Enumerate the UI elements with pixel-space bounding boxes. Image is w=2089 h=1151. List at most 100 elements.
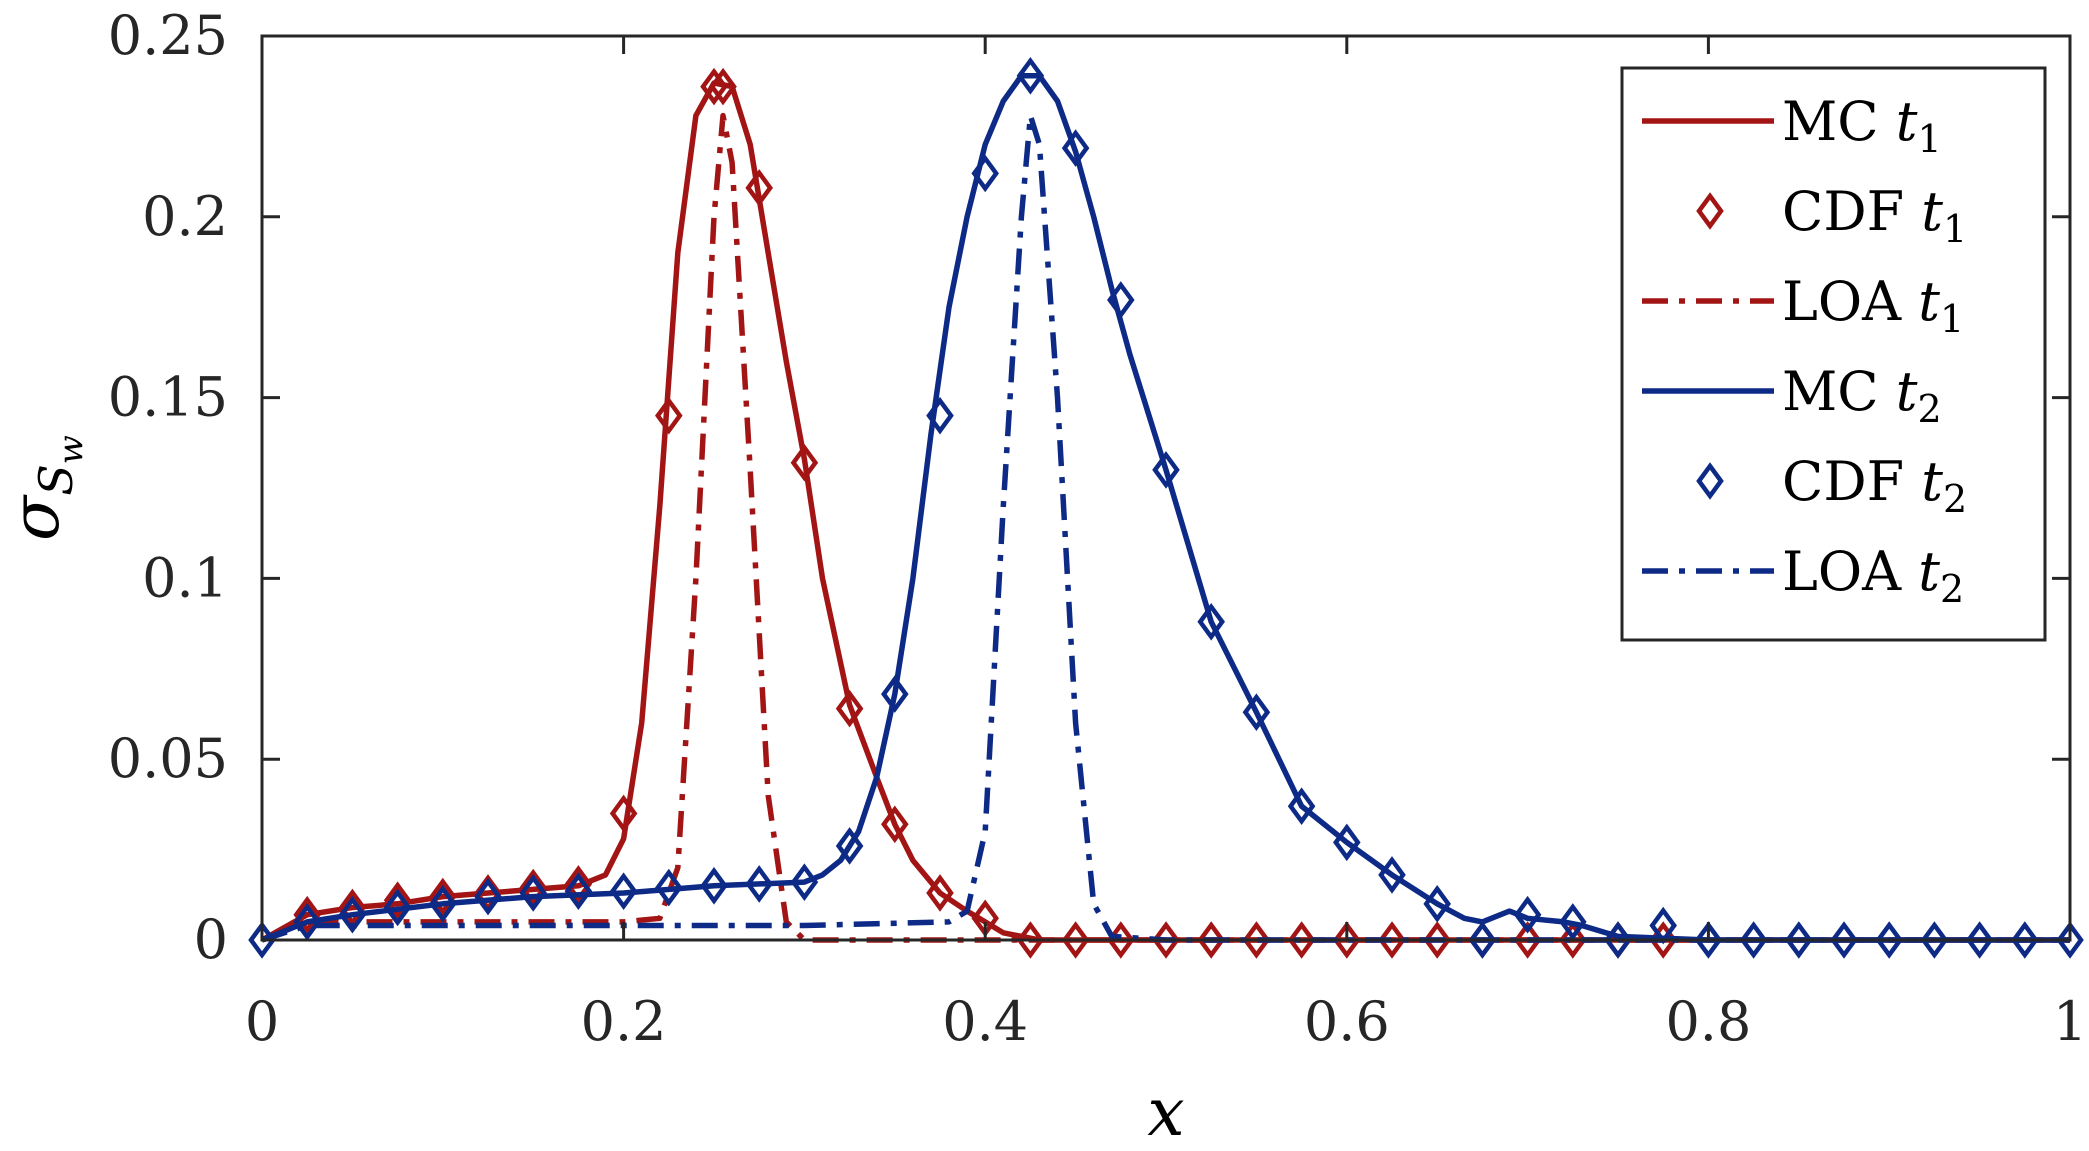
data-point-marker (1559, 903, 1587, 941)
y-tick-label: 0 (194, 908, 228, 971)
data-point-marker (1333, 823, 1361, 862)
data-point-marker (1287, 787, 1316, 826)
legend-item-cdf-t1: CDF t1 (1696, 180, 1967, 251)
series-line (260, 73, 2070, 943)
series-loa-t2 (261, 112, 2070, 943)
legend-label: LOA t1 (1782, 270, 1964, 341)
series-line (261, 112, 2070, 943)
data-point-marker (1785, 921, 1813, 959)
data-point-marker (293, 895, 321, 934)
data-point-marker (881, 805, 909, 844)
data-point-marker (1694, 921, 1723, 959)
data-point-marker (709, 67, 737, 106)
data-point-marker (700, 866, 728, 905)
x-axis-label: x (1147, 1074, 1184, 1151)
data-point-marker (835, 827, 864, 865)
data-point-marker (1016, 921, 1045, 959)
legend-label: CDF t1 (1782, 180, 1967, 251)
data-point-marker (293, 903, 321, 941)
data-point-marker (790, 863, 819, 901)
series-loa-t1 (260, 112, 2070, 943)
data-point-marker (474, 877, 502, 916)
x-tick-label: 0 (245, 990, 279, 1053)
data-point-marker (609, 794, 638, 833)
data-point-marker (1016, 56, 1045, 95)
legend-item-mc-t2: MC t2 (1642, 360, 1942, 431)
data-point-marker (1107, 281, 1135, 319)
data-point-marker (790, 443, 819, 482)
data-point-marker (1468, 921, 1497, 959)
data-point-marker (564, 865, 593, 903)
data-point-marker (1378, 921, 1406, 959)
data-point-marker (383, 888, 412, 927)
data-point-marker (1378, 856, 1406, 894)
svg-text:σSw: σSw (0, 435, 91, 541)
legend-item-loa-t1: LOA t1 (1642, 270, 1964, 341)
data-point-marker (1875, 921, 1903, 959)
y-axis-label-sub: S (29, 464, 83, 496)
legend-label: CDF t2 (1782, 450, 1967, 521)
legend-label: MC t1 (1782, 90, 1942, 161)
series-line (260, 112, 2070, 943)
x-tick-label: 0.6 (1304, 990, 1390, 1053)
data-point-marker (1197, 602, 1225, 641)
legend-item-mc-t1: MC t1 (1642, 90, 1942, 161)
y-axis-label-subsub: w (51, 435, 91, 464)
data-point-marker (383, 881, 412, 920)
y-tick-label: 0.15 (108, 366, 228, 429)
data-point-marker (745, 865, 773, 903)
data-point-marker (1739, 921, 1768, 959)
data-point-marker (700, 67, 728, 106)
data-point-marker (1830, 921, 1858, 959)
series-layer (248, 56, 2084, 959)
data-point-marker (609, 872, 638, 910)
data-point-marker (1287, 921, 1316, 959)
legend-box (1620, 66, 2047, 642)
data-point-marker (519, 874, 547, 912)
data-point-marker (1197, 921, 1225, 959)
data-point-marker (429, 885, 457, 923)
data-point-marker (519, 868, 547, 907)
data-point-marker (881, 675, 909, 713)
series-mc-t2 (260, 73, 2070, 943)
tick-layer: 0 0.2 0.4 0.6 0.8 1 0 0.05 0.1 0.15 0.2 0.25 (108, 4, 2087, 1053)
x-tick-label: 1 (2053, 990, 2087, 1053)
data-point-marker (1513, 921, 1542, 959)
data-point-marker (1423, 921, 1451, 959)
legend-label: MC t2 (1782, 360, 1942, 431)
data-point-marker (1333, 921, 1361, 959)
y-tick-label: 0.2 (142, 185, 228, 248)
data-point-marker (338, 895, 367, 934)
data-point-marker (835, 689, 864, 728)
data-point-marker (926, 396, 954, 435)
legend-label: LOA t2 (1782, 540, 1964, 611)
data-point-marker (2011, 921, 2039, 959)
y-axis-label: σSw (0, 435, 91, 541)
data-point-marker (655, 868, 683, 907)
data-point-marker (564, 872, 593, 910)
data-point-marker (2056, 921, 2084, 959)
legend-marker (1696, 192, 1724, 230)
data-point-marker (745, 169, 773, 207)
data-point-marker (1513, 895, 1542, 934)
x-tick-label: 0.4 (942, 990, 1028, 1053)
x-tick-label: 0.8 (1665, 990, 1751, 1053)
y-tick-label: 0.05 (108, 727, 228, 790)
data-point-marker (1920, 921, 1949, 959)
legend-item-cdf-t2: CDF t2 (1696, 450, 1967, 521)
y-tick-label: 0.1 (142, 546, 228, 609)
legend-item-loa-t2: LOA t2 (1642, 540, 1964, 611)
y-tick-label: 0.25 (108, 4, 228, 67)
data-point-marker (1604, 921, 1632, 959)
data-point-marker (971, 154, 999, 193)
data-point-marker (1649, 921, 1677, 959)
data-point-marker (1242, 921, 1271, 959)
data-point-marker (1061, 921, 1090, 959)
data-point-marker (429, 877, 457, 916)
legend: MC t1 CDF t1 LOA t1 MC t2 CDF t2 LOA t2 (1620, 66, 2047, 642)
data-point-marker (655, 396, 683, 435)
data-point-marker (1423, 885, 1451, 923)
data-point-marker (1965, 921, 1994, 959)
x-tick-label: 0.2 (581, 990, 667, 1053)
